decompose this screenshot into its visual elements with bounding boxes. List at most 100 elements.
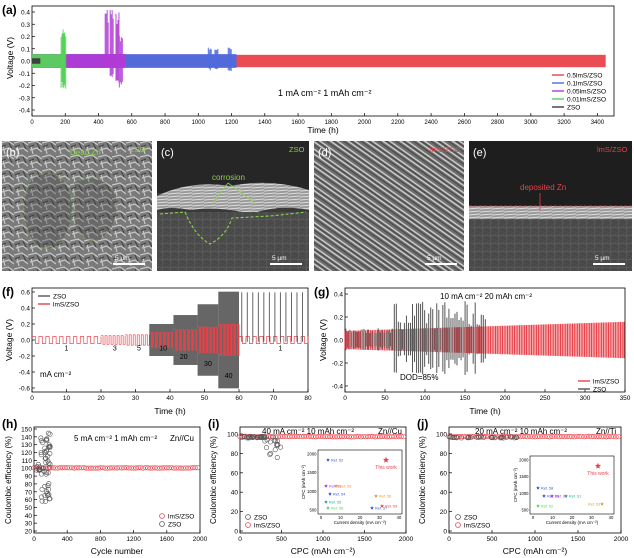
sem-c-sample-label: ZSO xyxy=(289,145,305,154)
lms-ce-point xyxy=(520,433,526,439)
inset-ref-star xyxy=(370,506,374,510)
zso-ce-point xyxy=(42,483,48,489)
sem-b-dead-zn-outline-2 xyxy=(73,177,118,242)
inset-ref-star xyxy=(326,506,330,510)
lms-ce-point xyxy=(396,433,402,439)
lms-ce-point xyxy=(152,465,158,471)
panel-e: (e) deposited Zn lmS/ZSO 5 µm xyxy=(469,141,632,271)
zso-ce-point xyxy=(42,445,48,451)
inset-xtick: 10 xyxy=(550,515,555,520)
zso-ce-point xyxy=(46,464,52,470)
lms-ce-point xyxy=(59,465,65,471)
ytick-label: 0 xyxy=(443,529,447,536)
inset-ref-label: Ref. 59 xyxy=(547,495,559,499)
xtick-label: 10 xyxy=(63,395,71,402)
voltage-band-4 xyxy=(32,58,41,64)
zso-ce-point xyxy=(478,434,484,440)
voltage-band-3 xyxy=(32,54,64,68)
zso-ce-point xyxy=(239,435,245,441)
ytick-label: 40 xyxy=(440,490,448,497)
panel-g-dod: DOD=85% xyxy=(400,373,438,382)
legend-marker xyxy=(455,514,461,520)
lms-ce-point xyxy=(348,434,354,440)
xtick-label: 100 xyxy=(420,395,431,402)
zso-ce-point xyxy=(39,498,45,504)
inset-ytick: 500 xyxy=(310,508,318,513)
ytick-label: 0.6 xyxy=(21,290,30,297)
panel-a-letter: (a) xyxy=(2,3,17,17)
ytick-label: 0.2 xyxy=(21,34,30,41)
zso-ce-point xyxy=(46,481,52,487)
lms-ce-point xyxy=(185,465,191,471)
lms-ce-point xyxy=(515,433,521,439)
lms-ce-point xyxy=(318,434,324,440)
inset-ytick: 1500 xyxy=(307,470,317,475)
xtick-label: 1600 xyxy=(291,120,305,126)
lms-ce-point xyxy=(195,465,201,471)
lms-ce-point xyxy=(341,434,347,440)
inset-ref-star xyxy=(600,502,604,506)
zso-ce-point xyxy=(244,435,250,441)
lms-ce-point xyxy=(325,434,331,440)
lms-ce-point xyxy=(180,465,186,471)
lms-ce-point xyxy=(138,465,144,471)
rate-label: 3 xyxy=(113,345,117,352)
lms-ce-point xyxy=(126,465,132,471)
inset-thiswork-star xyxy=(382,456,390,463)
sem-e-deposited-layer xyxy=(469,206,632,219)
panel-a-xlabel: Time (h) xyxy=(307,125,338,135)
zso-ce-point xyxy=(46,442,52,448)
lms-ce-point xyxy=(69,465,75,471)
lms-ce-point xyxy=(109,465,115,471)
ytick-label: -0.4 xyxy=(19,370,31,377)
lms-ce-point xyxy=(613,434,619,440)
lms-ce-point xyxy=(542,433,548,439)
lms-ce-point xyxy=(382,434,388,440)
lms-ce-point xyxy=(57,465,63,471)
panel-f: (f) 0.6 0.4 0.2 0.0 -0.2 -0.4 -0.6 0 10 20 30 40 50… xyxy=(2,285,312,416)
inset-xtick: 0 xyxy=(532,515,535,520)
lms-ce-point xyxy=(50,465,56,471)
ytick-label: -0.6 xyxy=(19,386,31,393)
inset-ref-star xyxy=(536,486,540,490)
lms-ce-point xyxy=(277,434,283,440)
lms-ce-point xyxy=(608,433,614,439)
inset-ref-star xyxy=(324,484,328,488)
lms-ce-point xyxy=(140,465,146,471)
xtick-label: 40 xyxy=(166,395,174,402)
lms-ce-point xyxy=(593,434,599,440)
zso-ce-point xyxy=(267,439,273,445)
rate-label: 40 xyxy=(225,373,233,380)
lms-ce-point xyxy=(64,465,70,471)
lms-ce-point xyxy=(591,434,597,440)
lms-ce-point xyxy=(360,433,366,439)
lms-ce-point xyxy=(398,433,404,439)
zso-ce-point xyxy=(42,498,48,504)
lms-ce-point xyxy=(71,465,77,471)
lms-ce-point xyxy=(549,433,555,439)
xtick-label: 1200 xyxy=(225,120,239,126)
lms-ce-point xyxy=(294,434,300,440)
xtick-label: 800 xyxy=(95,536,106,543)
panel-g-condition-note: 10 mA cm⁻² 20 mAh cm⁻² xyxy=(440,292,532,301)
inset-ref-star xyxy=(542,494,546,498)
zso-ce-point xyxy=(38,452,44,458)
ytick-label: 30 xyxy=(25,521,33,528)
xtick-label: 2000 xyxy=(193,536,208,543)
ytick-label: 40 xyxy=(25,513,33,520)
inset-ref-label: Ref. 55 xyxy=(329,501,341,505)
inset-frame xyxy=(317,449,403,515)
sem-c-corrosion-layer xyxy=(157,182,309,214)
sem-e-deposited-label: deposited Zn xyxy=(520,183,566,192)
sem-image-d xyxy=(314,141,464,271)
lms-ce-point xyxy=(571,434,577,440)
lms-ce-point xyxy=(135,465,141,471)
legend-label: lmS/ZSO xyxy=(168,514,194,521)
lms-ce-point xyxy=(370,433,376,439)
rate-label: 1 xyxy=(65,345,69,352)
ytick-label: 100 xyxy=(436,432,447,439)
lms-ce-point xyxy=(102,465,108,471)
